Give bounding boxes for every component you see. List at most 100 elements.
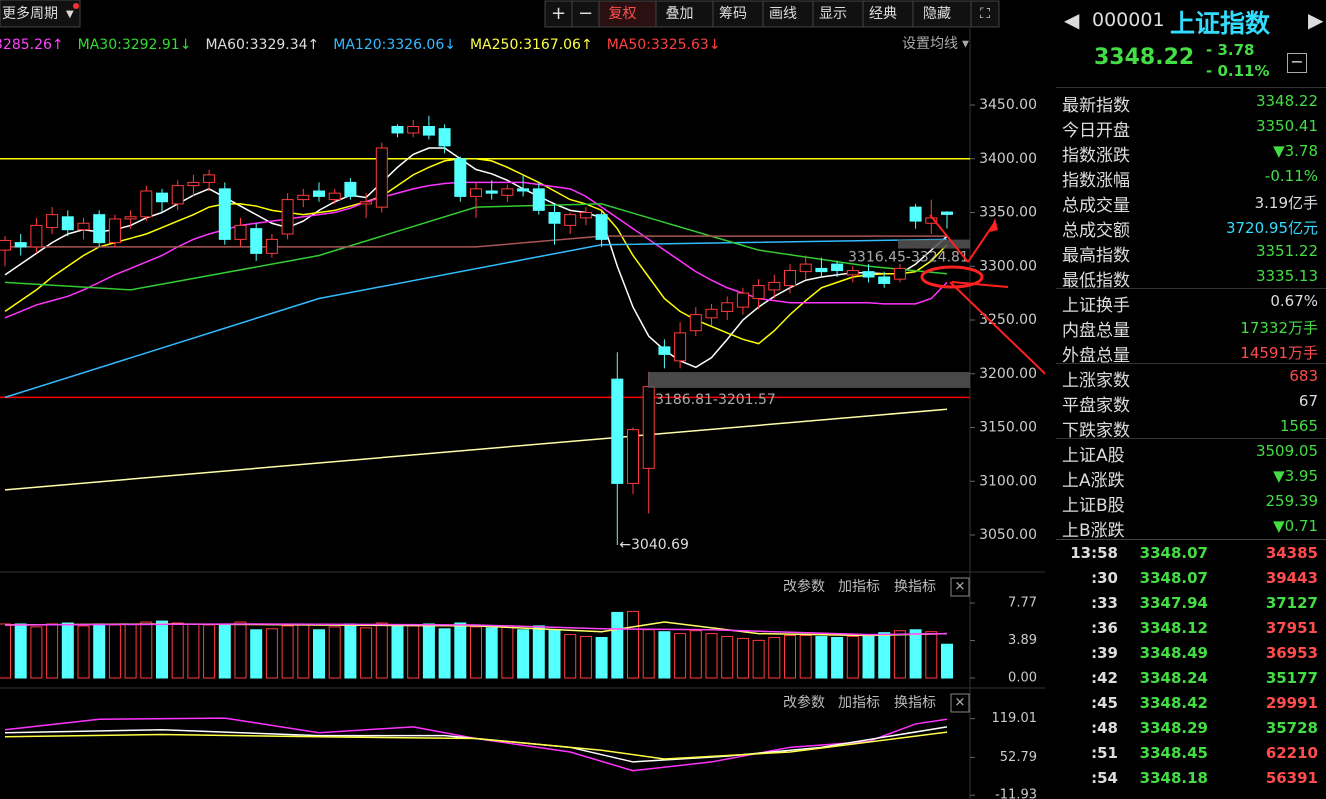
dropdown-icon: ▼ bbox=[962, 40, 969, 50]
tick-price: 3348.07 bbox=[1139, 544, 1208, 562]
y-tick-label: 52.79 bbox=[1000, 750, 1037, 765]
settings-link[interactable]: 设置均线 bbox=[902, 36, 958, 52]
y-tick-label: 7.77 bbox=[1008, 596, 1037, 611]
candle-body bbox=[218, 188, 231, 240]
prev-arrow[interactable]: ◀ bbox=[1064, 8, 1080, 32]
candle-body bbox=[736, 292, 749, 308]
candle-body bbox=[344, 181, 357, 197]
candle-body bbox=[627, 429, 639, 484]
tick-row: :48 3348.29 35728 bbox=[1056, 716, 1326, 741]
toolbar-button[interactable] bbox=[812, 0, 864, 28]
candle-body bbox=[768, 281, 781, 291]
toolbar-button[interactable] bbox=[571, 0, 600, 28]
period-button[interactable] bbox=[0, 0, 81, 28]
volume-bar bbox=[61, 622, 74, 679]
candle-body bbox=[454, 158, 467, 197]
volume-bar bbox=[328, 626, 341, 679]
indicator-action[interactable]: 改参数 bbox=[783, 578, 825, 595]
candle-body bbox=[391, 126, 404, 134]
info-row: 外盘总量 14591万手 bbox=[1056, 339, 1326, 366]
volume-bar bbox=[689, 630, 702, 679]
legend-entry: 3285.26↑ bbox=[0, 37, 64, 53]
volume-bar bbox=[784, 635, 796, 679]
zone-label: 3186.81-3201.57 bbox=[655, 392, 776, 408]
volume-bar bbox=[611, 611, 624, 679]
tick-price: 3348.42 bbox=[1139, 694, 1208, 712]
indicator-action[interactable]: 换指标 bbox=[894, 578, 936, 595]
toolbar-button[interactable] bbox=[598, 0, 657, 28]
toolbar-button[interactable] bbox=[862, 0, 914, 28]
background bbox=[0, 0, 1045, 799]
y-tick-label: 3200.00 bbox=[979, 366, 1037, 382]
volume-bar bbox=[218, 624, 231, 679]
y-tick-label: -11.93 bbox=[995, 788, 1037, 799]
volume-bar bbox=[642, 629, 655, 679]
candle-body bbox=[611, 378, 624, 484]
close-icon[interactable]: ✕ bbox=[955, 696, 966, 711]
tick-volume: 35177 bbox=[1265, 669, 1318, 687]
tick-time: :33 bbox=[1091, 594, 1118, 612]
candle-body bbox=[422, 126, 435, 136]
toolbar-label[interactable]: 筹码 bbox=[719, 5, 747, 22]
next-arrow[interactable]: ▶ bbox=[1308, 8, 1324, 32]
info-label: 今日开盘 bbox=[1062, 121, 1130, 141]
toolbar-label[interactable]: 画线 bbox=[769, 6, 797, 22]
info-value: ▼3.95 bbox=[1273, 467, 1318, 485]
quote-panel: ◀ 000001 上证指数 ▶ 3348.22 - 3.78 - 0.11% −… bbox=[1056, 0, 1326, 799]
tick-time: :30 bbox=[1091, 569, 1118, 587]
toolbar-button[interactable] bbox=[762, 0, 814, 28]
volume-bar bbox=[893, 630, 906, 679]
volume-bar bbox=[30, 626, 43, 679]
volume-bar bbox=[846, 636, 859, 679]
candle-body bbox=[328, 192, 341, 201]
toolbar-button[interactable] bbox=[712, 0, 764, 28]
candle-body bbox=[564, 214, 577, 226]
candle-body bbox=[579, 212, 592, 219]
indicator-action[interactable]: 换指标 bbox=[894, 694, 936, 711]
candle-body bbox=[909, 206, 922, 222]
toolbar-label[interactable]: + bbox=[551, 3, 566, 24]
volume-bar bbox=[360, 627, 373, 679]
close-button[interactable] bbox=[950, 577, 970, 597]
volume-bar bbox=[627, 610, 639, 679]
toolbar-label[interactable]: 叠加 bbox=[666, 6, 694, 22]
close-button[interactable] bbox=[950, 693, 970, 713]
info-value: 3348.22 bbox=[1255, 92, 1318, 110]
info-value: 0.67% bbox=[1270, 292, 1318, 310]
volume-bar bbox=[46, 623, 59, 679]
toolbar-label[interactable]: 经典 bbox=[869, 6, 897, 22]
toolbar-label[interactable]: 显示 bbox=[819, 6, 847, 22]
indicator-action[interactable]: 改参数 bbox=[783, 694, 825, 711]
indicator-action[interactable]: 加指标 bbox=[838, 579, 880, 595]
volume-bar bbox=[454, 622, 467, 679]
volume-bar bbox=[517, 629, 530, 679]
info-row: 下跌家数 1565 bbox=[1056, 414, 1326, 441]
candle-body bbox=[360, 201, 373, 205]
period-label[interactable]: 更多周期 bbox=[2, 5, 58, 22]
collapse-button[interactable]: − bbox=[1287, 53, 1307, 73]
close-icon[interactable]: ✕ bbox=[955, 580, 966, 595]
toolbar-label[interactable]: − bbox=[578, 3, 593, 24]
info-row: 最低指数 3335.13 bbox=[1056, 264, 1326, 291]
info-row: 平盘家数 67 bbox=[1056, 389, 1326, 416]
toolbar-button[interactable] bbox=[970, 0, 1000, 28]
divider bbox=[1056, 87, 1326, 88]
divider bbox=[1056, 438, 1326, 439]
info-value: 259.39 bbox=[1265, 492, 1319, 510]
indicator-action[interactable]: 加指标 bbox=[838, 695, 880, 711]
info-row: 最高指数 3351.22 bbox=[1056, 239, 1326, 266]
volume-bar bbox=[375, 622, 388, 679]
candle-body bbox=[187, 181, 200, 187]
stock-code: 000001 bbox=[1092, 9, 1165, 31]
info-row: 上证A股 3509.05 bbox=[1056, 439, 1326, 466]
candle-body bbox=[595, 214, 608, 240]
toolbar-label[interactable]: 复权 bbox=[609, 5, 637, 22]
toolbar-label[interactable]: 隐藏 bbox=[923, 6, 951, 22]
tick-row: :36 3348.12 37951 bbox=[1056, 616, 1326, 641]
tick-price: 3348.07 bbox=[1139, 569, 1208, 587]
y-tick-label: 3.89 bbox=[1008, 633, 1037, 648]
y-tick-label: 0.00 bbox=[1008, 671, 1037, 686]
info-label: 上证B股 bbox=[1062, 496, 1125, 516]
candle-body bbox=[674, 332, 687, 362]
fullscreen-icon[interactable]: ⛶ bbox=[980, 6, 990, 22]
